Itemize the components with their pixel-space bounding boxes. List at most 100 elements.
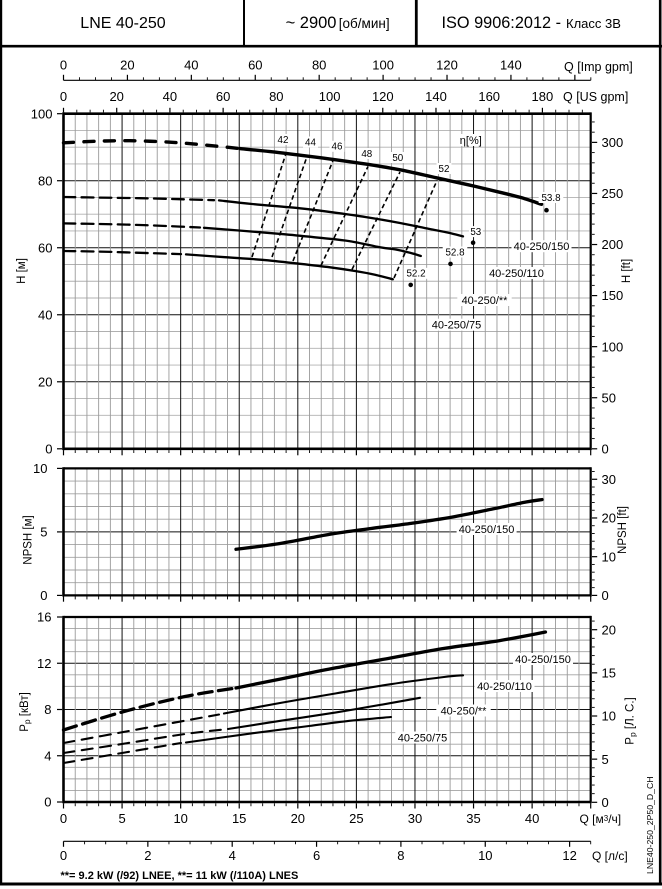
svg-text:4: 4 — [44, 748, 51, 763]
svg-text:40: 40 — [163, 89, 177, 104]
svg-text:52: 52 — [439, 164, 450, 175]
svg-text:46: 46 — [332, 142, 343, 153]
svg-text:5: 5 — [602, 752, 609, 767]
svg-text:300: 300 — [602, 135, 624, 150]
svg-text:LNE 40-250: LNE 40-250 — [80, 15, 165, 32]
svg-text:NPSH [м]: NPSH [м] — [23, 515, 35, 564]
svg-text:20: 20 — [291, 811, 305, 826]
svg-text:48: 48 — [361, 149, 372, 160]
svg-text:16: 16 — [37, 610, 51, 625]
svg-text:12: 12 — [37, 656, 51, 671]
svg-text:15: 15 — [602, 665, 616, 680]
svg-text:[об/мин]: [об/мин] — [339, 16, 390, 31]
svg-text:40-250/**: 40-250/** — [462, 295, 509, 307]
svg-text:Q [Imp gpm]: Q [Imp gpm] — [564, 60, 633, 74]
svg-text:0: 0 — [40, 588, 47, 603]
svg-text:120: 120 — [372, 89, 394, 104]
svg-text:30: 30 — [602, 472, 616, 487]
svg-text:15: 15 — [232, 811, 246, 826]
svg-text:8: 8 — [44, 702, 51, 717]
svg-text:80: 80 — [269, 89, 283, 104]
svg-text:40: 40 — [525, 811, 539, 826]
svg-text:53.8: 53.8 — [541, 193, 561, 204]
svg-text:80: 80 — [312, 58, 326, 73]
svg-text:100: 100 — [319, 89, 341, 104]
svg-text:20: 20 — [602, 511, 616, 526]
svg-text:4: 4 — [229, 848, 236, 863]
svg-text:0: 0 — [602, 441, 609, 456]
svg-text:2: 2 — [144, 848, 151, 863]
svg-text:Q [м3/ч]: Q [м3/ч] — [580, 812, 622, 826]
svg-text:25: 25 — [349, 811, 363, 826]
svg-text:52.2: 52.2 — [406, 269, 425, 280]
svg-text:0: 0 — [60, 58, 67, 73]
svg-text:20: 20 — [602, 622, 616, 637]
svg-text:100: 100 — [372, 58, 394, 73]
svg-text:50: 50 — [602, 390, 616, 405]
svg-text:140: 140 — [425, 89, 447, 104]
svg-text:42: 42 — [278, 135, 289, 146]
svg-text:Q [л/с]: Q [л/с] — [592, 849, 628, 863]
svg-text:Pp [кВт]: Pp [кВт] — [19, 692, 32, 732]
svg-text:40-250/110: 40-250/110 — [477, 681, 532, 693]
svg-text:40-250/150: 40-250/150 — [514, 241, 570, 253]
svg-text:NPSH [ft]: NPSH [ft] — [617, 506, 629, 554]
svg-text:η[%]: η[%] — [460, 135, 482, 147]
svg-text:30: 30 — [408, 811, 422, 826]
svg-text:0: 0 — [60, 89, 67, 104]
svg-text:40: 40 — [184, 58, 198, 73]
svg-text:40-250/150: 40-250/150 — [459, 524, 515, 536]
svg-text:200: 200 — [602, 237, 624, 252]
svg-text:50: 50 — [392, 153, 403, 164]
svg-text:10: 10 — [602, 549, 616, 564]
svg-text:8: 8 — [397, 848, 404, 863]
svg-text:40: 40 — [38, 307, 52, 322]
svg-text:20: 20 — [38, 374, 52, 389]
svg-text:10: 10 — [33, 461, 47, 476]
svg-text:**= 9.2 kW (/92) LNEE, **= 11: **= 9.2 kW (/92) LNEE, **= 11 kW (/110A)… — [61, 870, 299, 882]
svg-text:LNE40-250_2P50_D_CH: LNE40-250_2P50_D_CH — [645, 776, 655, 874]
svg-text:60: 60 — [216, 89, 230, 104]
svg-text:160: 160 — [478, 89, 500, 104]
svg-text:60: 60 — [38, 240, 52, 255]
svg-text:20: 20 — [109, 89, 123, 104]
svg-text:100: 100 — [602, 339, 624, 354]
svg-text:H [ft]: H [ft] — [621, 259, 633, 283]
svg-text:5: 5 — [118, 811, 125, 826]
svg-text:53: 53 — [470, 227, 481, 238]
svg-text:35: 35 — [466, 811, 480, 826]
svg-text:250: 250 — [602, 186, 624, 201]
svg-text:44: 44 — [305, 137, 316, 148]
svg-text:12: 12 — [562, 848, 576, 863]
svg-text:150: 150 — [602, 288, 624, 303]
svg-text:140: 140 — [500, 58, 522, 73]
svg-text:20: 20 — [120, 58, 134, 73]
svg-text:10: 10 — [478, 848, 492, 863]
svg-text:80: 80 — [38, 173, 52, 188]
svg-text:~ 2900: ~ 2900 — [286, 14, 337, 32]
svg-text:10: 10 — [602, 709, 616, 724]
svg-text:60: 60 — [248, 58, 262, 73]
svg-text:40-250/75: 40-250/75 — [432, 320, 482, 332]
svg-text:180: 180 — [532, 89, 554, 104]
svg-text:Pp [Л. С.]: Pp [Л. С.] — [625, 697, 638, 744]
svg-text:100: 100 — [31, 106, 53, 121]
svg-text:Класс 3В: Класс 3В — [566, 16, 621, 31]
svg-text:10: 10 — [173, 811, 187, 826]
svg-text:Q [US gpm]: Q [US gpm] — [563, 90, 628, 104]
svg-text:120: 120 — [436, 58, 458, 73]
svg-text:6: 6 — [313, 848, 320, 863]
svg-text:0: 0 — [60, 811, 67, 826]
svg-text:0: 0 — [602, 588, 609, 603]
svg-text:52.8: 52.8 — [445, 247, 465, 258]
svg-text:0: 0 — [44, 795, 51, 810]
svg-text:0: 0 — [602, 795, 609, 810]
svg-text:5: 5 — [40, 525, 47, 540]
svg-text:H [м]: H [м] — [16, 258, 28, 284]
svg-text:40-250/**: 40-250/** — [441, 705, 488, 717]
svg-text:40-250/75: 40-250/75 — [398, 732, 448, 744]
svg-text:40-250/150: 40-250/150 — [515, 654, 571, 666]
svg-text:0: 0 — [45, 441, 52, 456]
svg-text:0: 0 — [60, 848, 67, 863]
svg-text:ISO 9906:2012 -: ISO 9906:2012 - — [442, 14, 561, 32]
